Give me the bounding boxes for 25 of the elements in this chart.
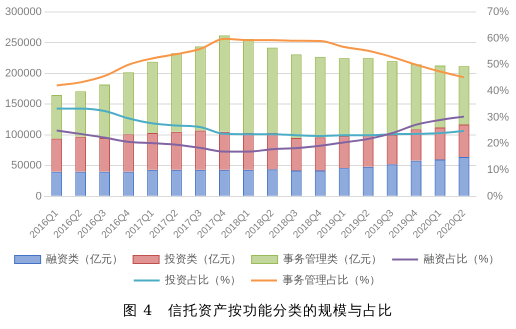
y2-tick-label: 20% — [486, 138, 510, 150]
y-tick-label: 200000 — [4, 67, 42, 80]
legend-label: 事务管理类（亿元） — [283, 252, 382, 266]
legend-label: 融资占比（%） — [424, 252, 500, 266]
y2-tick-label: 70% — [486, 6, 510, 18]
y-tick-label: 100000 — [4, 128, 42, 141]
y2-tick-label: 30% — [486, 111, 510, 124]
y-tick-label: 250000 — [4, 36, 42, 49]
legend-label: 投资类（亿元） — [164, 252, 242, 266]
line-series — [56, 38, 466, 86]
legend-label: 融资类（亿元） — [46, 252, 124, 266]
y-tick-label: 50000 — [11, 160, 42, 172]
legend-label: 投资占比（%） — [164, 274, 241, 287]
text: 图 4 信托资产按功能分类的规模与占比 — [122, 302, 394, 320]
y-tick-label: 0 — [36, 190, 42, 202]
y-tick-label: 150000 — [4, 98, 42, 110]
line-series — [56, 108, 466, 138]
y2-tick-label: 60% — [486, 32, 510, 44]
line-series — [56, 116, 466, 153]
y-tick-label: 300000 — [4, 6, 42, 18]
y2-tick-label: 50% — [486, 58, 510, 71]
y2-tick-label: 40% — [486, 85, 510, 98]
y2-tick-label: 10% — [486, 164, 510, 176]
legend-label: 事务管理占比（%） — [282, 274, 380, 287]
y2-tick-label: 0% — [486, 190, 504, 202]
